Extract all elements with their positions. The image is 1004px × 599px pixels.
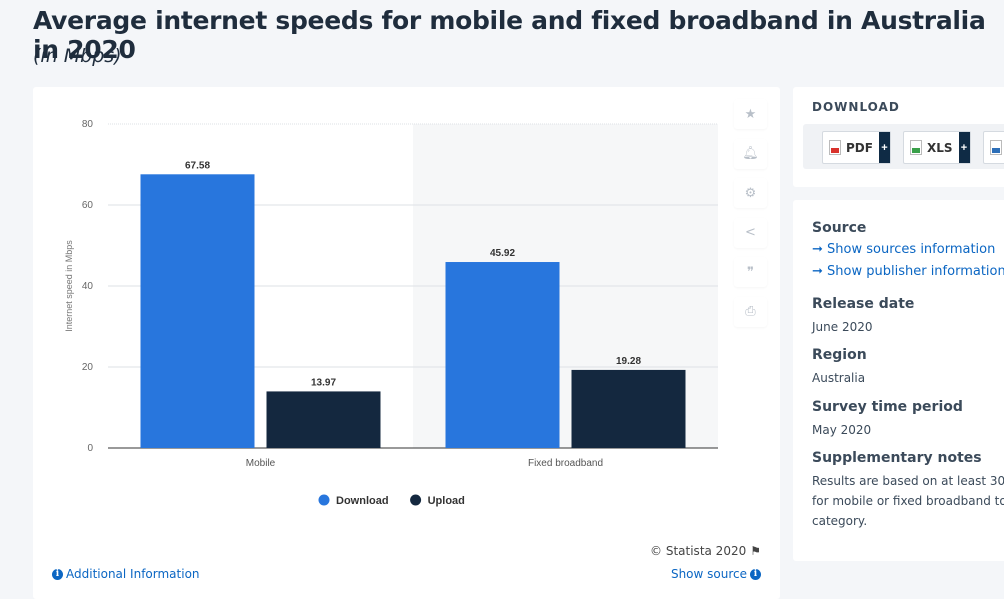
data-label: 67.58 xyxy=(185,160,210,171)
print-icon[interactable]: ⎙ xyxy=(734,296,767,327)
data-label: 45.92 xyxy=(490,248,515,259)
region-value: Australia xyxy=(812,371,866,385)
flag-icon[interactable]: ⚑ xyxy=(750,544,761,558)
region-heading: Region xyxy=(812,347,867,363)
download-buttons: PDF + XLS + xyxy=(803,124,1004,169)
y-tick-label: 0 xyxy=(87,443,93,454)
x-tick-label: Fixed broadband xyxy=(528,458,603,469)
pdf-label: PDF xyxy=(846,140,873,155)
legend-label-upload: Upload xyxy=(428,495,465,507)
y-tick-label: 20 xyxy=(82,362,94,373)
download-card: DOWNLOAD PDF + XLS + xyxy=(793,87,1004,187)
quote-icon[interactable]: ❞ xyxy=(734,257,767,288)
share-icon[interactable]: < xyxy=(734,217,767,248)
data-label: 19.28 xyxy=(616,356,641,367)
download-xls-button[interactable]: XLS + xyxy=(902,131,971,164)
bar-download-0 xyxy=(140,174,255,448)
bar-upload-1 xyxy=(571,369,686,448)
xls-plus-button[interactable]: + xyxy=(958,132,970,163)
download-pdf-button[interactable]: PDF + xyxy=(822,131,891,164)
supplementary-notes-heading: Supplementary notes xyxy=(812,450,982,466)
notes-line-3: category. xyxy=(812,514,868,528)
additional-info-label: Additional Information xyxy=(66,567,200,581)
x-tick-label: Mobile xyxy=(246,458,276,469)
pdf-file-icon xyxy=(829,140,841,155)
legend-label-download: Download xyxy=(336,495,389,507)
additional-info-link[interactable]: i Additional Information xyxy=(52,567,200,581)
bar-chart: 0 20 40 60 80 Internet speed in Mbps 67.58 13.9… xyxy=(64,119,718,507)
page-title: Average internet speeds for mobile and f… xyxy=(33,6,986,64)
bar-download-1 xyxy=(445,262,560,448)
y-tick-label: 80 xyxy=(82,119,94,130)
show-publisher-label: Show publisher information xyxy=(827,264,1004,279)
image-file-icon xyxy=(989,140,1002,155)
star-icon[interactable]: ★ xyxy=(734,99,767,129)
xls-file-icon xyxy=(909,140,922,155)
info-icon: i xyxy=(750,568,761,580)
y-tick-label: 40 xyxy=(82,281,94,292)
y-tick-label: 60 xyxy=(82,200,94,211)
show-sources-link[interactable]: ➞ Show sources information xyxy=(812,242,996,257)
bar-upload-0 xyxy=(266,391,381,448)
source-heading: Source xyxy=(812,220,867,236)
show-sources-label: Show sources information xyxy=(827,242,996,257)
xls-label: XLS xyxy=(926,140,953,155)
show-publisher-link[interactable]: ➞ Show publisher information xyxy=(812,264,1004,279)
notes-line-1: Results are based on at least 300 xyxy=(812,474,1004,488)
chart-toolbar: ★ 🔔︎ ⚙ < ❞ ⎙ xyxy=(734,99,767,337)
release-date-heading: Release date xyxy=(812,296,915,312)
release-date-value: June 2020 xyxy=(812,320,873,334)
survey-period-heading: Survey time period xyxy=(812,399,963,415)
legend-marker-upload xyxy=(410,494,422,506)
survey-period-value: May 2020 xyxy=(812,423,872,437)
gear-icon[interactable]: ⚙ xyxy=(734,178,767,209)
show-source-link[interactable]: Show source i xyxy=(671,567,761,581)
download-image-button[interactable] xyxy=(982,131,1004,164)
legend-marker-download xyxy=(318,494,330,506)
chart-card: 0 20 40 60 80 Internet speed in Mbps 67.58 13.9… xyxy=(33,87,780,599)
y-axis-label: Internet speed in Mbps xyxy=(64,240,74,332)
details-card: Source ➞ Show sources information ➞ Show… xyxy=(793,200,1004,561)
info-icon: i xyxy=(52,568,63,580)
pdf-plus-button[interactable]: + xyxy=(878,132,890,163)
copyright: © Statista 2020 ⚑ xyxy=(650,544,761,558)
page-subtitle: (in Mbps) xyxy=(33,45,122,67)
show-source-label: Show source xyxy=(670,567,747,581)
download-heading: DOWNLOAD xyxy=(812,100,900,114)
data-label: 13.97 xyxy=(311,377,336,388)
bell-icon[interactable]: 🔔︎ xyxy=(734,138,767,169)
notes-line-2: for mobile or fixed broadband to xyxy=(812,494,1004,508)
copyright-text: © Statista 2020 xyxy=(650,544,747,558)
